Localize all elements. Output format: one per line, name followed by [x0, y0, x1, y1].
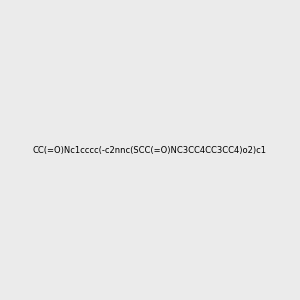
Text: CC(=O)Nc1cccc(-c2nnc(SCC(=O)NC3CC4CC3CC4)o2)c1: CC(=O)Nc1cccc(-c2nnc(SCC(=O)NC3CC4CC3CC4…	[33, 146, 267, 154]
